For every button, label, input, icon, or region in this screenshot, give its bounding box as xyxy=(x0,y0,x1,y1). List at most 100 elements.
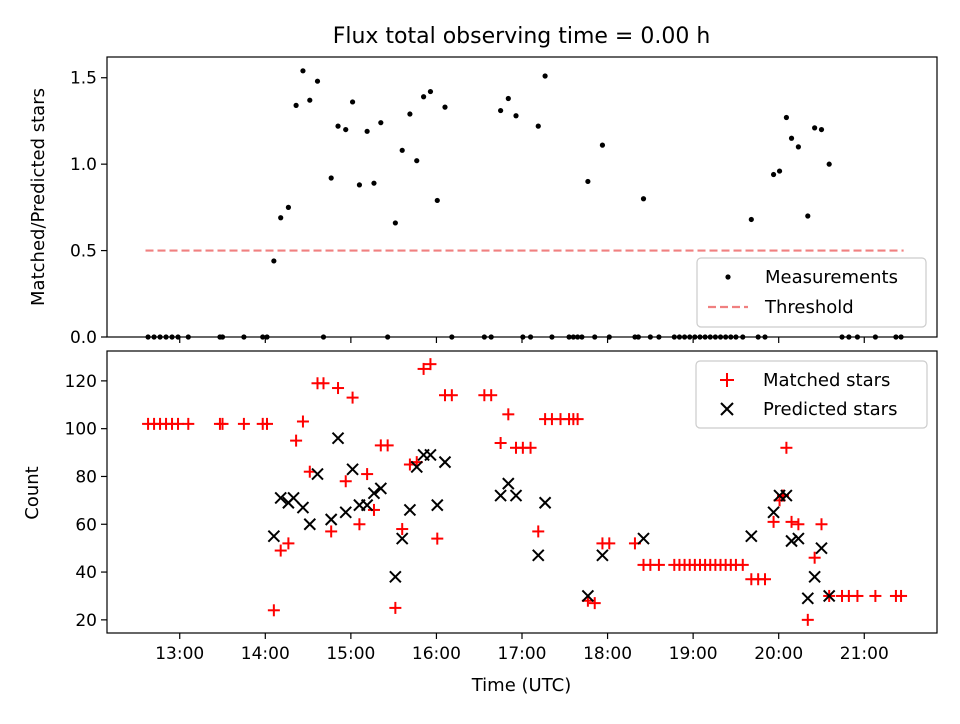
measurement-point xyxy=(442,104,448,110)
predicted-star-point xyxy=(815,541,828,555)
predicted-star-point xyxy=(509,489,523,502)
measurement-point xyxy=(293,102,299,108)
matched-star-point xyxy=(182,417,195,430)
x-tick-label: 21:00 xyxy=(840,644,889,664)
matched-star-point xyxy=(445,389,458,402)
top-y-axis-label: Matched/Predicted stars xyxy=(28,88,49,306)
x-tick-label: 14:00 xyxy=(241,644,290,664)
measurement-point xyxy=(307,97,313,103)
matched-star-point xyxy=(785,515,798,528)
matched-star-point xyxy=(261,417,274,430)
measurement-point xyxy=(414,158,420,164)
measurement-point xyxy=(640,196,647,202)
matched-star-point xyxy=(296,415,309,428)
predicted-star-point xyxy=(403,503,417,517)
bottom-legend: Matched stars Predicted stars xyxy=(695,360,928,429)
measurement-point xyxy=(285,204,292,210)
matched-star-point xyxy=(237,417,250,430)
matched-star-point xyxy=(339,475,352,488)
matched-star-point xyxy=(736,558,749,571)
x-tick-label: 15:00 xyxy=(326,644,375,664)
predicted-star-point xyxy=(296,501,310,514)
bottom-y-tick-label: 60 xyxy=(75,515,97,535)
predicted-star-point xyxy=(438,455,452,469)
predicted-star-point xyxy=(431,498,444,512)
predicted-star-point xyxy=(785,534,798,548)
measurement-point xyxy=(343,126,349,133)
x-tick-label: 18:00 xyxy=(583,644,632,664)
top-axes-frame xyxy=(106,56,938,338)
matched-star-point xyxy=(424,358,437,371)
measurement-point xyxy=(378,120,384,126)
matched-star-point xyxy=(792,518,805,531)
matched-star-point xyxy=(502,408,515,421)
measurement-point xyxy=(748,216,754,223)
matched-star-point xyxy=(431,532,444,545)
matched-star-point xyxy=(290,434,303,447)
matched-star-point xyxy=(759,573,772,586)
measurement-point xyxy=(314,78,321,84)
measurement-point xyxy=(328,175,334,181)
matched-star-point xyxy=(895,589,908,602)
predicted-star-point xyxy=(822,589,836,603)
matched-star-point xyxy=(361,468,374,481)
measurement-point xyxy=(434,197,440,204)
measurement-point xyxy=(278,215,284,221)
matched-star-point xyxy=(485,389,498,402)
bottom-panel: Count Time (UTC) 20 40 60 80 100 120 13:00 14:… xyxy=(22,350,938,696)
measurement-point xyxy=(818,126,825,133)
predicted-star-point xyxy=(581,589,595,603)
measurement-point xyxy=(599,142,606,148)
matched-star-point xyxy=(588,597,601,610)
measurement-point xyxy=(407,111,413,117)
bottom-axes-frame xyxy=(106,350,938,634)
matched-star-point xyxy=(389,601,402,614)
top-y-ticks: 0.0 0.5 1.0 1.5 xyxy=(70,69,107,348)
predicted-star-point xyxy=(331,432,345,445)
measurement-point xyxy=(535,123,541,129)
predicted-star-point xyxy=(367,486,381,500)
legend-measurements-marker xyxy=(725,274,731,280)
predicted-star-point xyxy=(502,477,515,490)
matched-star-point xyxy=(494,437,507,450)
matched-star-point xyxy=(346,391,359,404)
predicted-star-point xyxy=(267,530,281,543)
matched-star-point xyxy=(801,613,814,626)
top-legend: Measurements Threshold xyxy=(696,257,927,328)
bottom-y-tick-label: 20 xyxy=(75,611,97,631)
predicted-star-point xyxy=(538,496,552,509)
x-tick-label: 16:00 xyxy=(412,644,461,664)
measurement-point xyxy=(812,125,818,131)
chart-title: Flux total observing time = 0.00 h xyxy=(333,24,711,49)
predicted-star-point xyxy=(274,491,287,505)
bottom-x-ticks: 13:00 14:00 15:00 16:00 17:00 18:00 19:00 20:00… xyxy=(155,633,889,664)
predicted-star-point xyxy=(410,460,423,474)
x-tick-label: 19:00 xyxy=(669,644,718,664)
measurement-point xyxy=(371,180,377,186)
matched-star-point xyxy=(381,439,394,452)
bottom-y-ticks: 20 40 60 80 100 120 xyxy=(65,372,107,631)
matched-star-point xyxy=(808,551,821,564)
matched-star-point xyxy=(317,377,330,390)
measurement-point xyxy=(300,68,306,74)
bottom-y-tick-label: 80 xyxy=(75,467,97,487)
matched-star-point xyxy=(325,525,338,538)
matched-star-point xyxy=(274,544,287,557)
measurement-point xyxy=(788,135,795,141)
predicted-star-point xyxy=(339,506,352,519)
matched-star-point xyxy=(282,537,295,550)
predicted-star-point xyxy=(637,532,650,545)
legend-matched-marker xyxy=(720,373,734,387)
x-tick-label: 20:00 xyxy=(754,644,803,664)
legend-matched-label: Matched stars xyxy=(763,370,890,391)
measurement-point xyxy=(826,161,832,167)
matched-star-point xyxy=(353,518,366,531)
matched-star-point xyxy=(571,413,584,426)
matched-star-point xyxy=(652,558,665,571)
predicted-star-point xyxy=(389,570,402,584)
top-y-tick-label: 0.5 xyxy=(70,242,97,262)
matched-star-point xyxy=(851,589,864,602)
top-legend-box xyxy=(696,257,927,328)
measurement-point xyxy=(542,73,548,79)
